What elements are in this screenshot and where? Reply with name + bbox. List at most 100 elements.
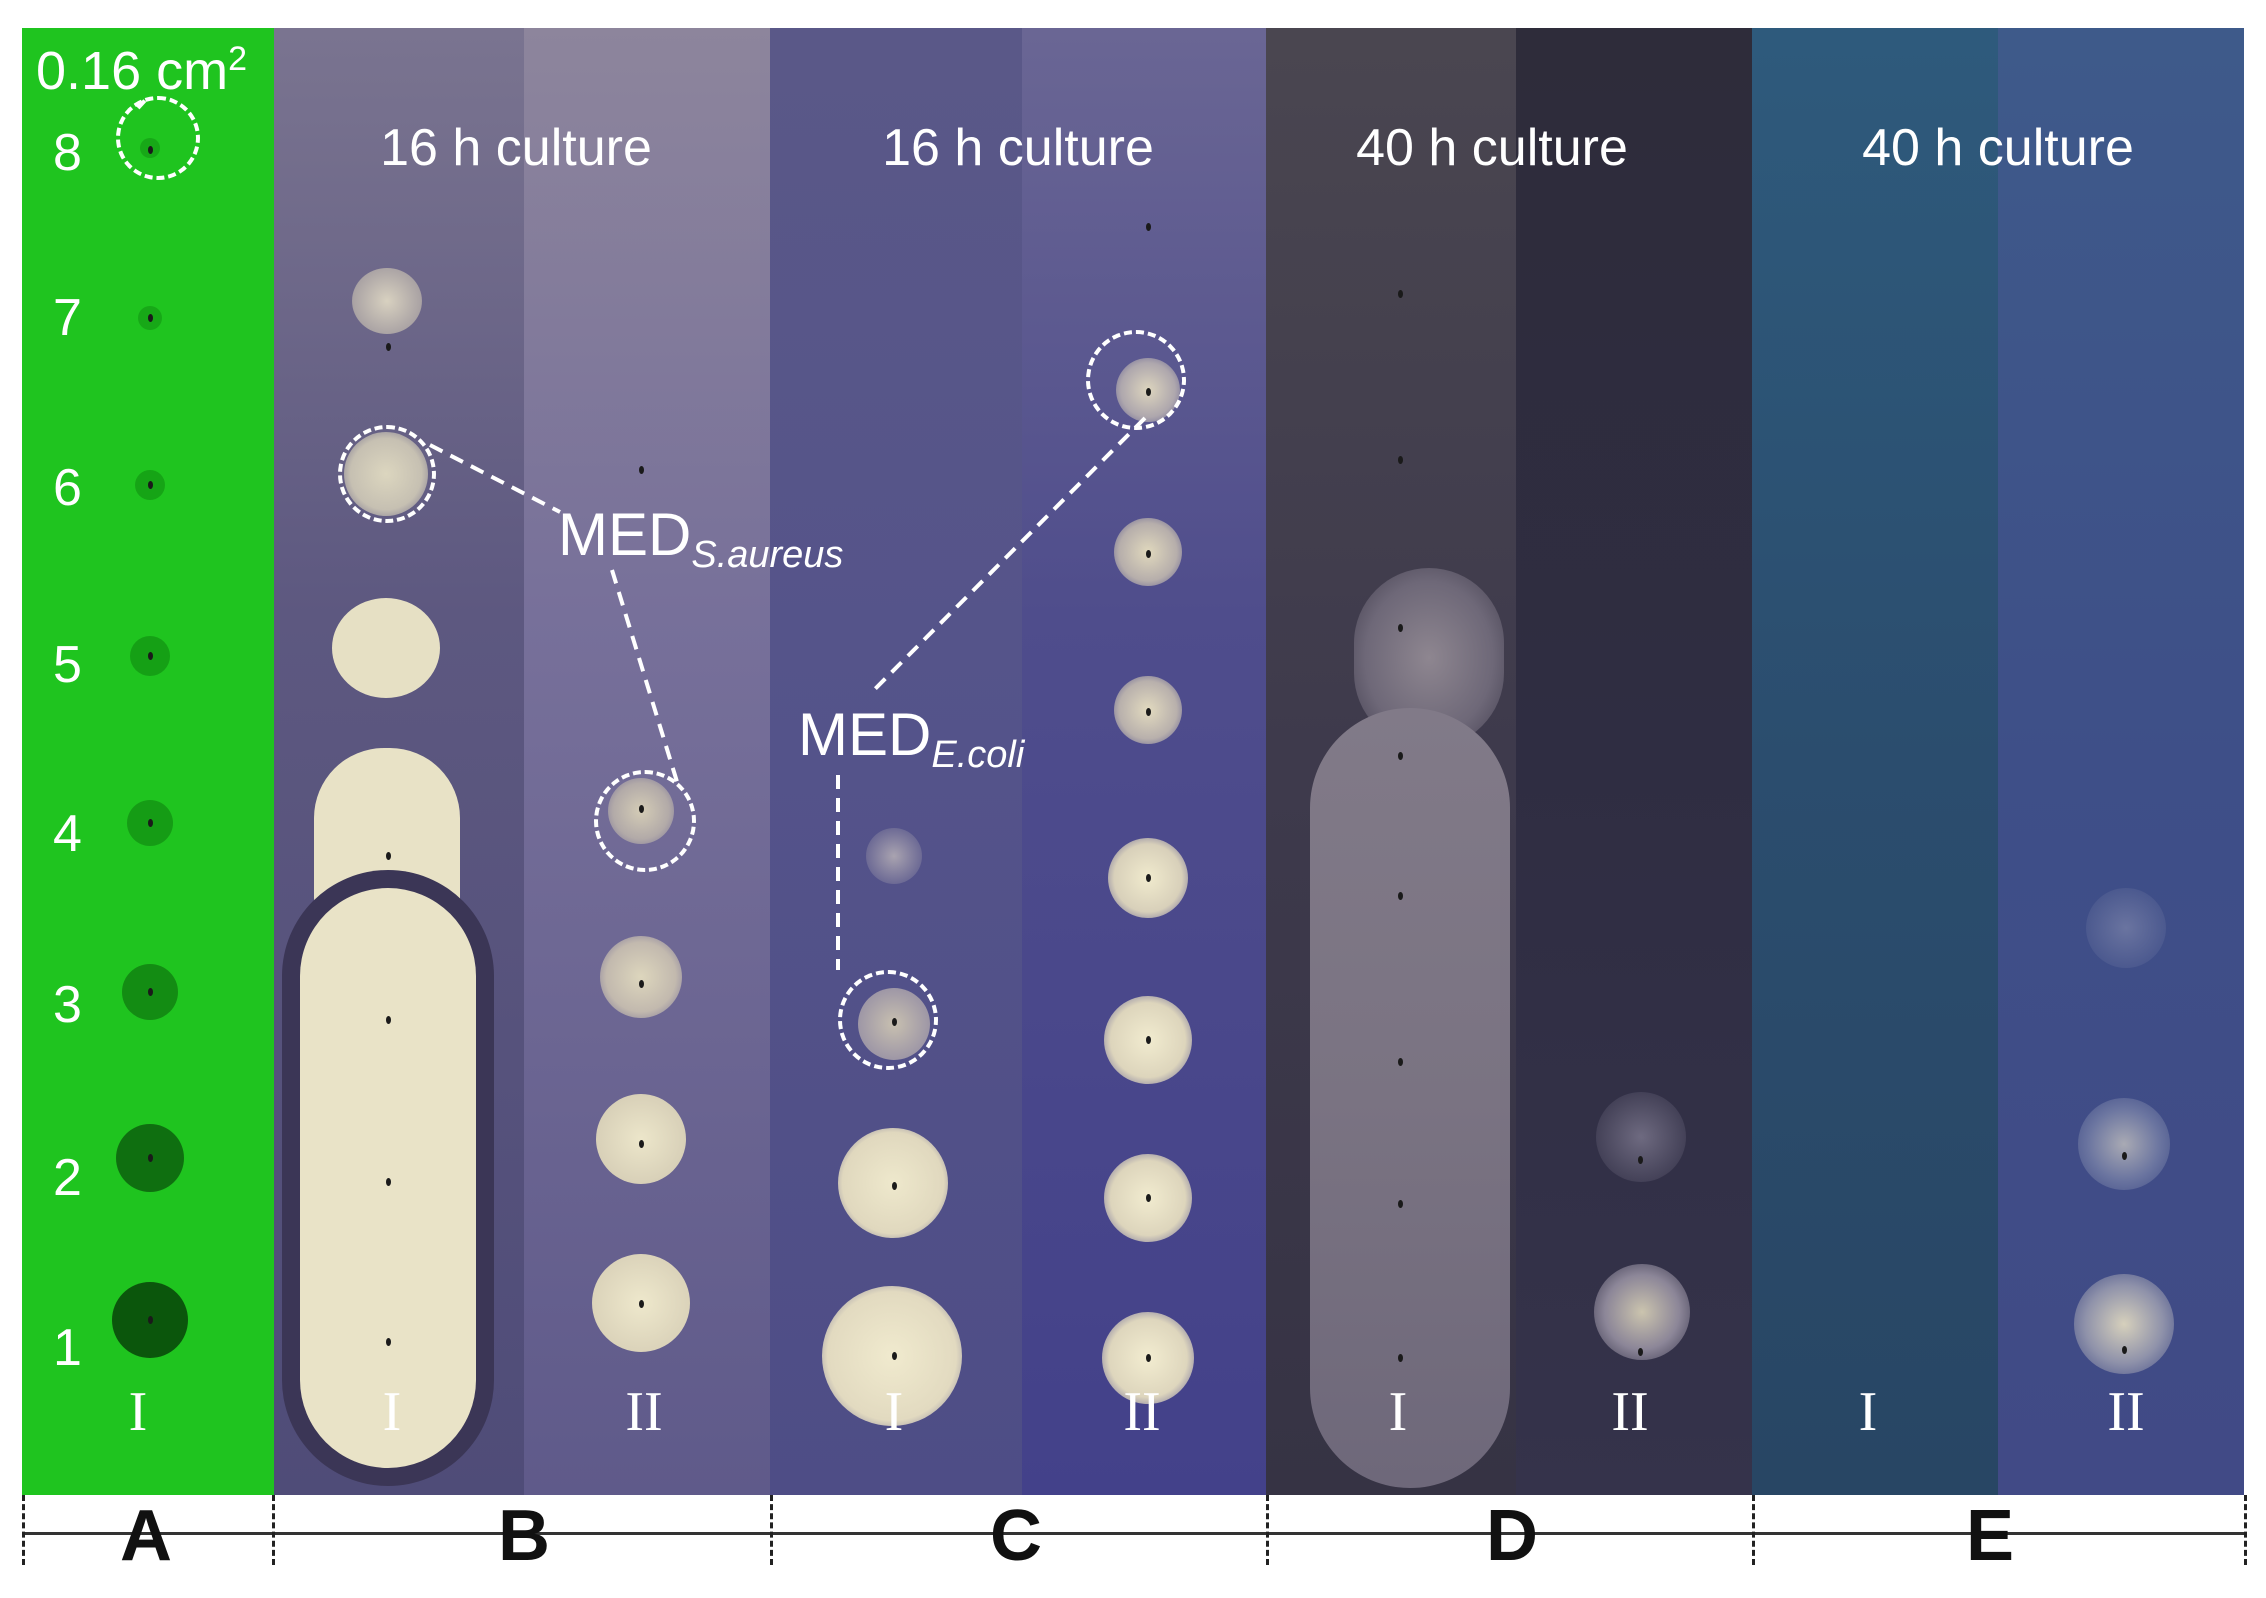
inhibition-zone xyxy=(332,598,440,698)
med-saureus-circle-b1 xyxy=(338,425,436,523)
med-ecoli-label: MEDE.coli xyxy=(798,700,1024,776)
column-label-d-ii: II xyxy=(1611,1381,1649,1443)
med-ecoli-sub: E.coli xyxy=(931,734,1025,776)
puncture-mark xyxy=(1146,223,1151,231)
area-label-superscript: 2 xyxy=(228,40,248,78)
strip-d-1 xyxy=(1266,28,1516,1495)
panel-divider-tick xyxy=(770,1495,773,1565)
culture-label-e: 40 h culture xyxy=(1862,119,2134,177)
puncture-mark xyxy=(1398,456,1403,464)
row-number-1: 1 xyxy=(53,1319,82,1377)
puncture-mark xyxy=(148,1154,153,1162)
med-ecoli-main: MED xyxy=(798,701,932,768)
puncture-mark xyxy=(386,1338,391,1346)
puncture-mark xyxy=(1398,892,1403,900)
puncture-mark xyxy=(1146,550,1151,558)
culture-label-d: 40 h culture xyxy=(1356,119,1628,177)
med-saureus-label: MEDS.aureus xyxy=(558,500,843,576)
area-label: 0.16 cm2 xyxy=(36,40,247,102)
puncture-mark xyxy=(1146,1354,1151,1362)
puncture-mark xyxy=(1398,1058,1403,1066)
panel-e-image xyxy=(1752,28,2244,1495)
panel-divider-line xyxy=(22,1532,2247,1535)
panel-divider-tick xyxy=(22,1495,25,1565)
puncture-mark xyxy=(148,819,153,827)
puncture-mark xyxy=(148,1316,153,1324)
puncture-mark xyxy=(386,852,391,860)
med-saureus-main: MED xyxy=(558,501,692,568)
puncture-mark xyxy=(1398,290,1403,298)
puncture-mark xyxy=(892,1352,897,1360)
panel-divider-tick xyxy=(1266,1495,1269,1565)
strip-c-2 xyxy=(1022,28,1266,1495)
inhibition-zone xyxy=(2086,888,2166,968)
puncture-mark xyxy=(386,343,391,351)
panel-c-image xyxy=(770,28,1266,1495)
strip-b-1 xyxy=(274,28,524,1495)
puncture-mark xyxy=(1146,874,1151,882)
column-label-c-ii: II xyxy=(1123,1381,1161,1443)
puncture-mark xyxy=(148,988,153,996)
strip-d-2 xyxy=(1516,28,1752,1495)
inhibition-zone xyxy=(2074,1274,2174,1374)
panel-divider-tick xyxy=(1752,1495,1755,1565)
puncture-mark xyxy=(1146,1036,1151,1044)
puncture-mark xyxy=(639,1300,644,1308)
column-label-b-ii: II xyxy=(625,1381,663,1443)
panel-letter-d: D xyxy=(1486,1496,1538,1576)
med-ecoli-circle-c2 xyxy=(1086,330,1186,430)
column-label-e-i: I xyxy=(1858,1381,1878,1443)
med-saureus-sub: S.aureus xyxy=(691,534,844,576)
column-label-b-i: I xyxy=(382,1381,402,1443)
puncture-mark xyxy=(1146,1194,1151,1202)
puncture-mark xyxy=(1398,752,1403,760)
puncture-mark xyxy=(2122,1346,2127,1354)
panel-divider-tick xyxy=(2244,1495,2247,1565)
column-label-a-i: I xyxy=(128,1381,148,1443)
row-number-6: 6 xyxy=(53,459,82,517)
panel-d-image xyxy=(1266,28,1752,1495)
inhibition-zone xyxy=(596,1094,686,1184)
row-number-2: 2 xyxy=(53,1149,82,1207)
panel-letter-c: C xyxy=(990,1496,1042,1576)
row-number-5: 5 xyxy=(53,636,82,694)
panel-letter-a: A xyxy=(120,1496,172,1576)
inhibition-zone xyxy=(2078,1098,2170,1190)
puncture-mark xyxy=(148,314,153,322)
culture-label-c: 16 h culture xyxy=(882,119,1154,177)
med-ecoli-circle-c1 xyxy=(838,970,938,1070)
strip-e-1 xyxy=(1752,28,1998,1495)
area-circle xyxy=(116,96,200,180)
row-number-8: 8 xyxy=(53,124,82,182)
strip-b-2 xyxy=(524,28,770,1495)
culture-label-b: 16 h culture xyxy=(380,119,652,177)
strip-e-2 xyxy=(1998,28,2244,1495)
strip-c-1 xyxy=(770,28,1022,1495)
inhibition-zone-merged xyxy=(1310,708,1510,1488)
inhibition-zone xyxy=(600,936,682,1018)
puncture-mark xyxy=(1398,1354,1403,1362)
puncture-mark xyxy=(639,1140,644,1148)
puncture-mark xyxy=(639,980,644,988)
puncture-mark xyxy=(148,481,153,489)
puncture-mark xyxy=(386,1178,391,1186)
puncture-mark xyxy=(639,466,644,474)
med-saureus-circle-b2 xyxy=(594,770,696,872)
inhibition-zone xyxy=(866,828,922,884)
panel-a-image xyxy=(22,28,274,1495)
puncture-mark xyxy=(1638,1156,1643,1164)
puncture-mark xyxy=(1398,624,1403,632)
area-label-text: 0.16 cm xyxy=(36,41,229,101)
panel-letter-e: E xyxy=(1965,1496,2015,1576)
puncture-mark xyxy=(892,1182,897,1190)
column-label-d-i: I xyxy=(1388,1381,1408,1443)
panel-divider-tick xyxy=(272,1495,275,1565)
inhibition-zone xyxy=(1594,1264,1690,1360)
puncture-mark xyxy=(1398,1200,1403,1208)
row-number-7: 7 xyxy=(53,289,82,347)
column-label-c-i: I xyxy=(884,1381,904,1443)
row-number-4: 4 xyxy=(53,805,82,863)
puncture-mark xyxy=(1638,1348,1643,1356)
panel-letter-b: B xyxy=(498,1496,550,1576)
puncture-mark xyxy=(2122,1152,2127,1160)
